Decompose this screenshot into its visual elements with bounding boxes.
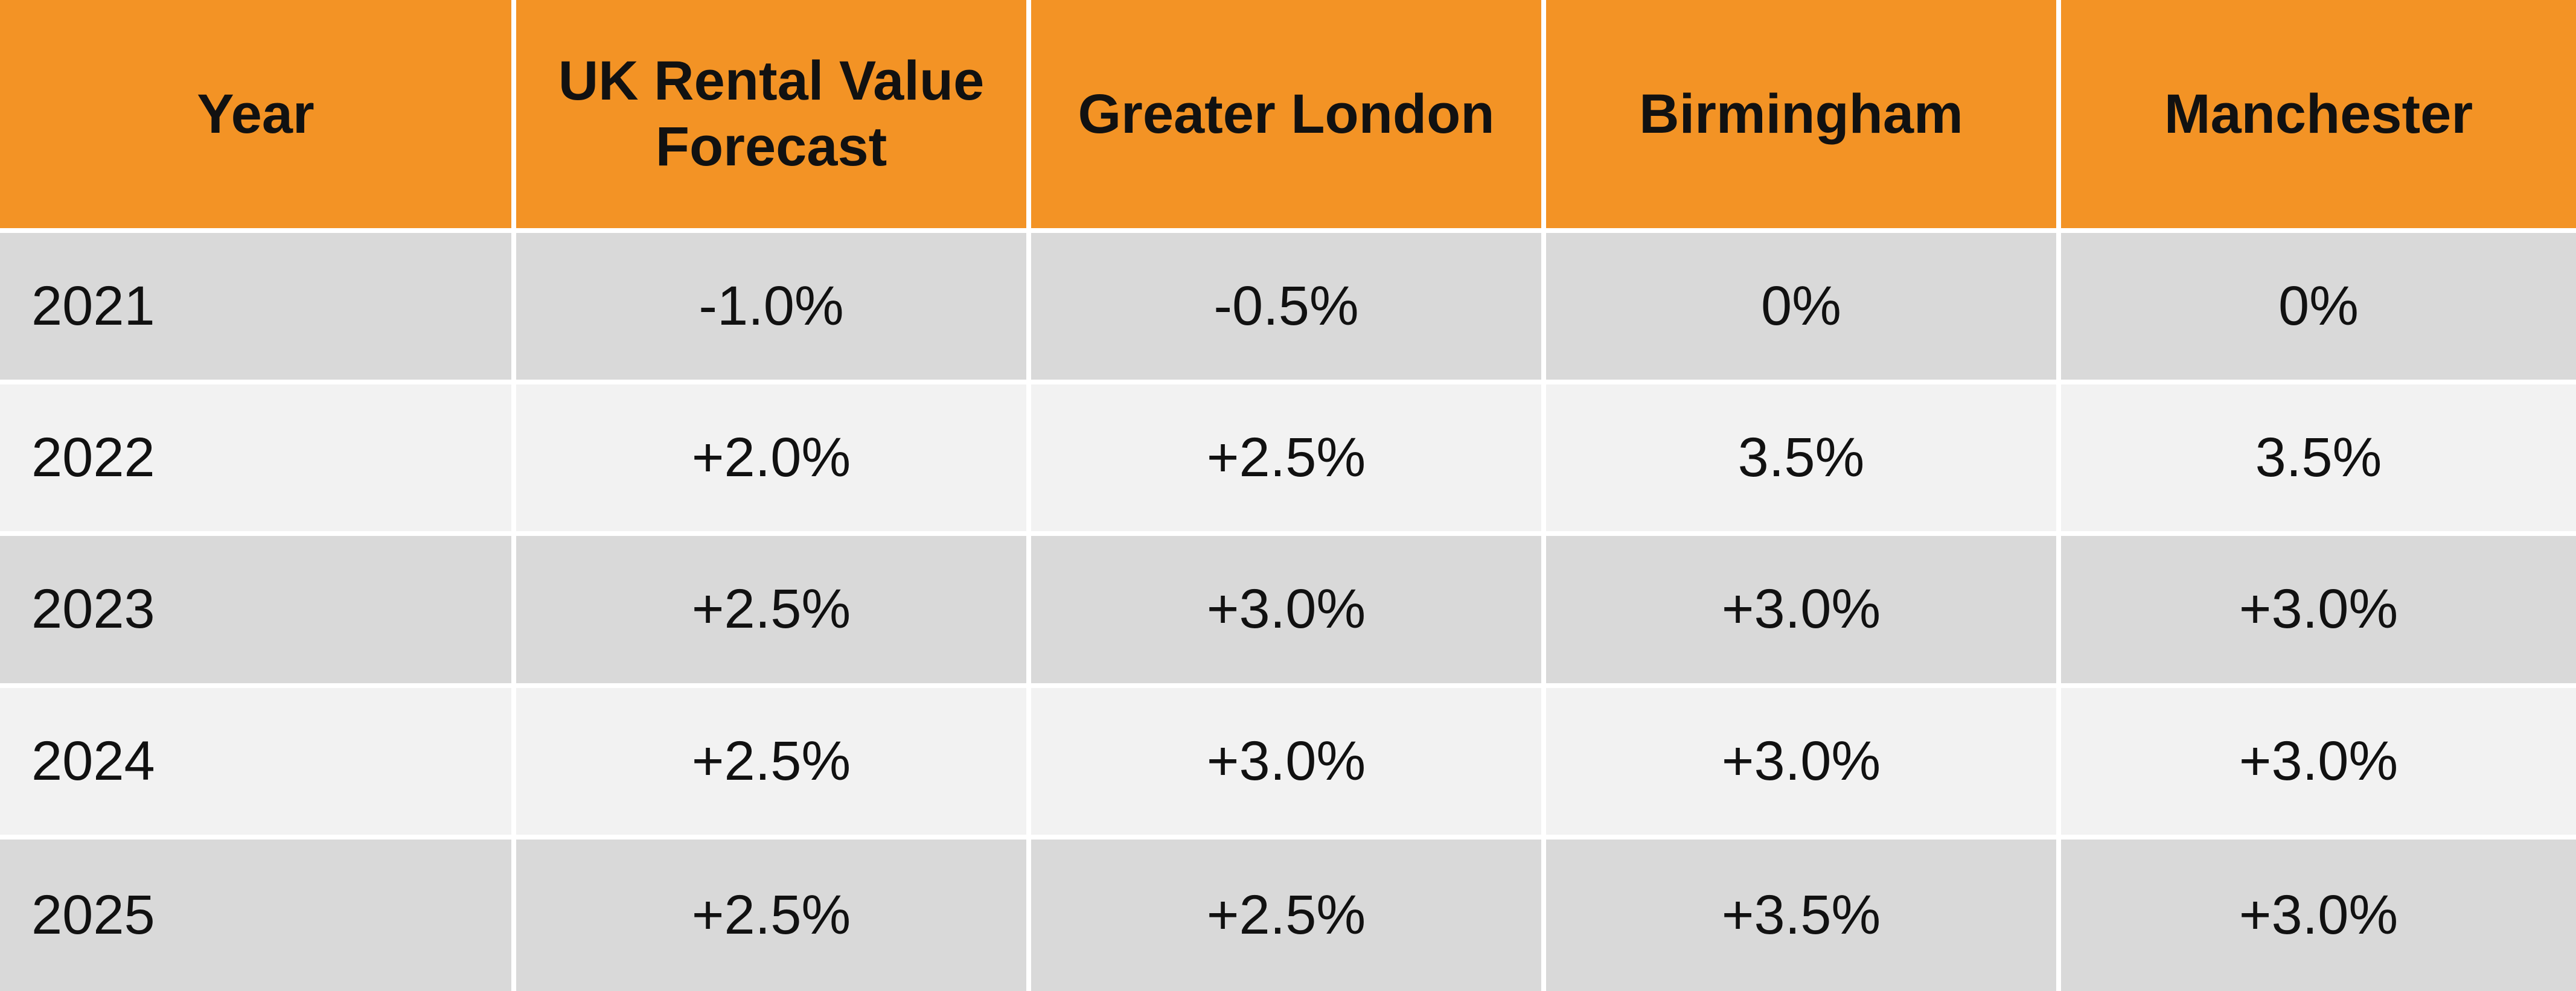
table-row: 2024 +2.5% +3.0% +3.0% +3.0% [0,687,2576,840]
cell-manchester: 3.5% [2061,384,2576,537]
cell-birmingham: +3.0% [1546,536,2061,688]
cell-manchester: +3.0% [2061,839,2576,991]
cell-greater-london: +3.0% [1031,536,1546,688]
cell-uk-forecast: +2.5% [516,839,1031,991]
cell-manchester: 0% [2061,233,2576,385]
table-row: 2025 +2.5% +2.5% +3.5% +3.0% [0,839,2576,991]
header-manchester: Manchester [2061,0,2576,233]
cell-year: 2025 [0,839,516,991]
cell-uk-forecast: +2.0% [516,384,1031,537]
cell-birmingham: 3.5% [1546,384,2061,537]
header-uk-rental-value-forecast: UK Rental Value Forecast [516,0,1031,233]
cell-greater-london: +2.5% [1031,384,1546,537]
table-row: 2022 +2.0% +2.5% 3.5% 3.5% [0,384,2576,537]
cell-birmingham: +3.5% [1546,839,2061,991]
cell-uk-forecast: +2.5% [516,536,1031,688]
cell-birmingham: +3.0% [1546,687,2061,840]
table-row: 2023 +2.5% +3.0% +3.0% +3.0% [0,536,2576,688]
table-header-row: Year UK Rental Value Forecast Greater Lo… [0,0,2576,233]
cell-year: 2022 [0,384,516,537]
cell-manchester: +3.0% [2061,687,2576,840]
table-row: 2021 -1.0% -0.5% 0% 0% [0,233,2576,385]
cell-uk-forecast: -1.0% [516,233,1031,385]
header-birmingham: Birmingham [1546,0,2061,233]
cell-greater-london: -0.5% [1031,233,1546,385]
cell-year: 2024 [0,687,516,840]
cell-year: 2021 [0,233,516,385]
cell-greater-london: +3.0% [1031,687,1546,840]
cell-birmingham: 0% [1546,233,2061,385]
cell-greater-london: +2.5% [1031,839,1546,991]
cell-year: 2023 [0,536,516,688]
cell-manchester: +3.0% [2061,536,2576,688]
header-year: Year [0,0,516,233]
header-greater-london: Greater London [1031,0,1546,233]
cell-uk-forecast: +2.5% [516,687,1031,840]
